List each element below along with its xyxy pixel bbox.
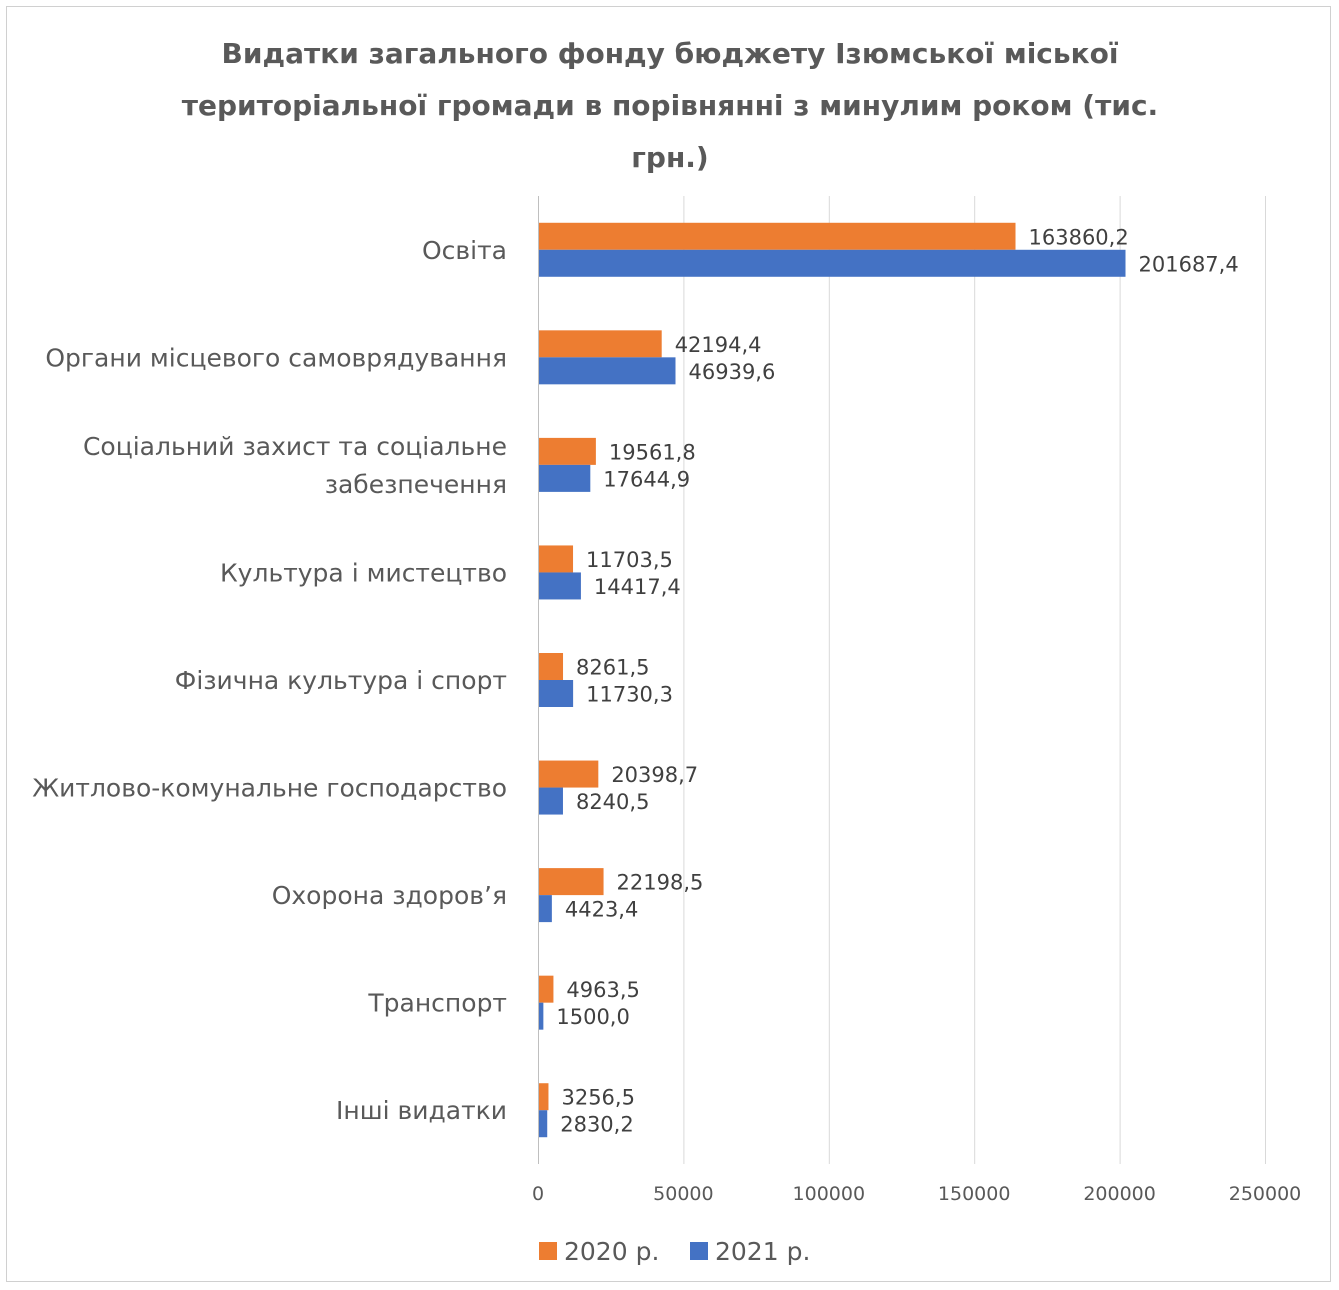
legend: 2020 р. 2021 р. <box>539 1237 810 1266</box>
bar-2020 <box>539 653 564 680</box>
bar-2020 <box>539 1083 549 1111</box>
bar-2021 <box>539 357 676 385</box>
data-label: 2830,2 <box>560 1113 633 1137</box>
data-label: 46939,6 <box>689 360 776 384</box>
bar-2020 <box>539 222 1016 250</box>
data-label: 4963,5 <box>566 978 639 1002</box>
bar-2021 <box>539 464 591 492</box>
legend-label: 2020 р. <box>564 1237 659 1266</box>
category-label: Освіта <box>422 236 507 265</box>
data-label: 3256,5 <box>561 1086 634 1110</box>
chart-frame <box>6 6 1331 1282</box>
x-axis-ticks: 0 50000 100000 150000 200000 250000 <box>532 1183 1301 1205</box>
chart-title-line: грн.) <box>631 141 709 174</box>
data-label: 22198,5 <box>617 871 704 895</box>
data-label: 14417,4 <box>594 575 681 599</box>
legend-swatch <box>539 1242 557 1260</box>
bar-2021 <box>539 249 1126 277</box>
bar-2021 <box>539 572 581 600</box>
bar-2021 <box>539 1002 544 1030</box>
x-tick-label: 200000 <box>1083 1183 1156 1205</box>
data-label: 20398,7 <box>611 763 698 787</box>
category-labels: Освіта Органи місцевого самоврядування Соц… <box>32 236 507 1125</box>
bar-2021 <box>539 680 574 707</box>
data-label: 17644,9 <box>603 467 690 491</box>
x-tick-label: 50000 <box>653 1183 713 1205</box>
data-label: 11703,5 <box>586 548 673 572</box>
category-label: Житлово-комунальне господарство <box>32 774 507 803</box>
category-label: Інші видатки <box>336 1096 507 1125</box>
category-label: Соціальний захист та соціальне <box>83 432 507 461</box>
bar-2020 <box>539 760 599 788</box>
chart-title: Видатки загального фонду бюджету Ізюмськ… <box>120 28 1220 184</box>
x-tick-label: 100000 <box>793 1183 866 1205</box>
bar-2021 <box>539 895 552 923</box>
category-label: Охорона здоров’я <box>272 881 507 910</box>
gridlines <box>538 196 1266 1164</box>
bars: 163860,2 201687,4 42194,4 46939,6 19561,8 176… <box>539 222 1239 1138</box>
x-tick-label: 150000 <box>938 1183 1011 1205</box>
chart-title-line: територіальної громади в порівнянні з ми… <box>181 89 1159 122</box>
category-label: Органи місцевого самоврядування <box>45 343 507 372</box>
x-tick-label: 0 <box>532 1183 544 1205</box>
bar-2021 <box>539 1110 548 1138</box>
data-label: 163860,2 <box>1029 225 1129 249</box>
chart-title-line: Видатки загального фонду бюджету Ізюмськ… <box>221 37 1119 70</box>
data-label: 11730,3 <box>586 683 673 707</box>
bar-2020 <box>539 868 604 896</box>
category-label: Культура і мистецтво <box>220 558 507 587</box>
category-label: Фізична культура і спорт <box>175 666 507 695</box>
data-label: 201687,4 <box>1139 252 1239 276</box>
bar-2020 <box>539 330 662 358</box>
bar-2021 <box>539 787 563 815</box>
data-label: 4423,4 <box>565 898 638 922</box>
data-label: 1500,0 <box>556 1005 629 1029</box>
legend-label: 2021 р. <box>715 1237 810 1266</box>
category-label: Транспорт <box>367 989 507 1018</box>
data-label: 42194,4 <box>675 333 762 357</box>
bar-2020 <box>539 437 596 465</box>
data-label: 8240,5 <box>576 790 649 814</box>
legend-swatch <box>690 1242 708 1260</box>
x-tick-label: 250000 <box>1229 1183 1302 1205</box>
data-label: 8261,5 <box>576 656 649 680</box>
bar-2020 <box>539 545 574 573</box>
category-label: забезпечення <box>325 470 507 499</box>
data-label: 19561,8 <box>609 440 696 464</box>
bar-2020 <box>539 975 554 1003</box>
